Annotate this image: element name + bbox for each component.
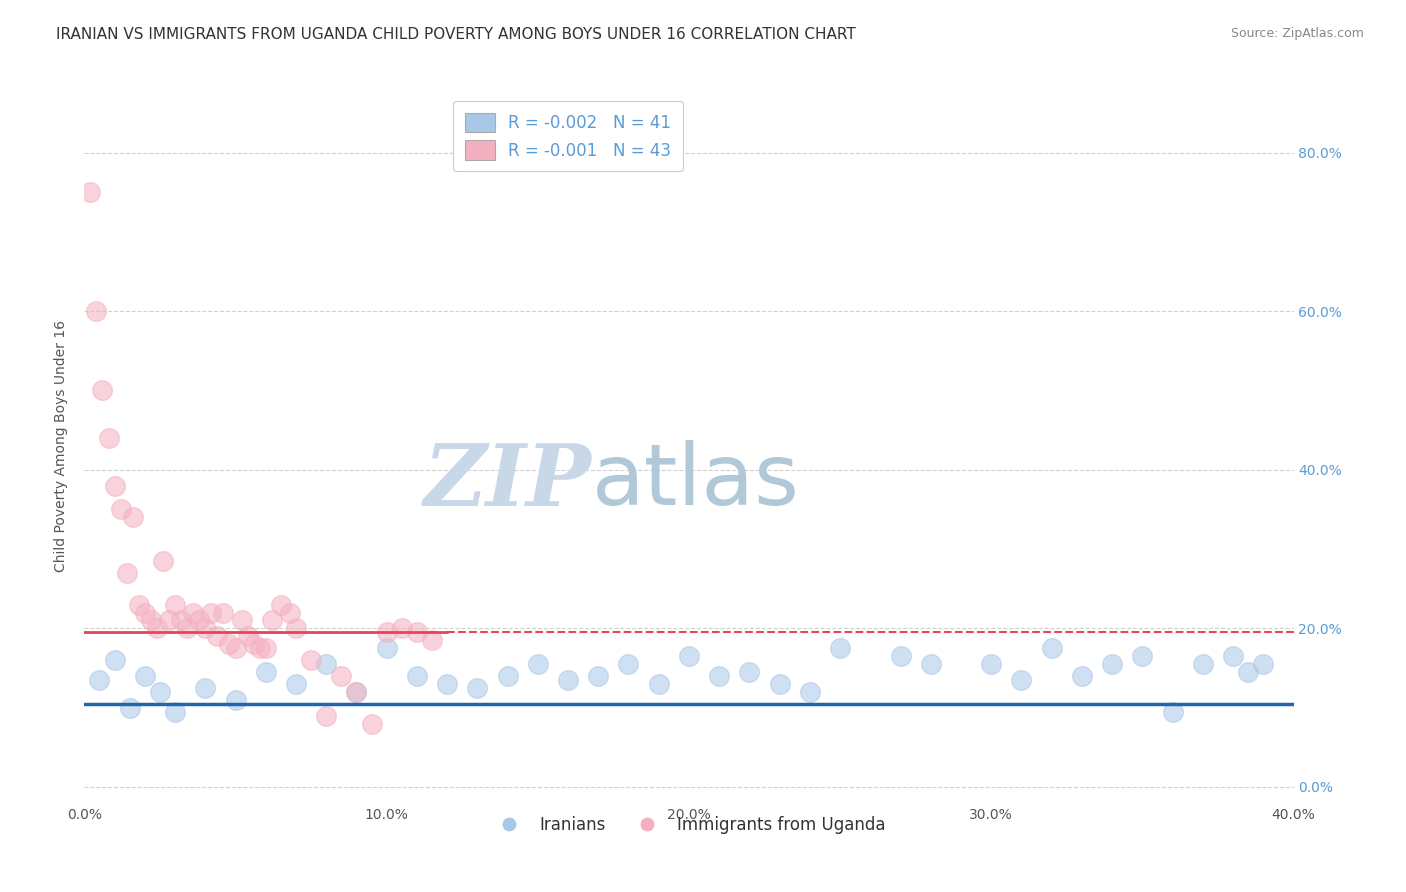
Point: [254, 665, 277, 679]
Point: [200, 606, 222, 620]
Point: [285, 677, 308, 691]
Point: [207, 629, 229, 643]
Point: [391, 621, 413, 635]
Point: [420, 633, 443, 648]
Point: [278, 606, 301, 620]
Point: [830, 641, 852, 656]
Point: [1040, 641, 1063, 656]
Point: [79, 186, 101, 200]
Point: [1192, 657, 1215, 671]
Point: [225, 641, 247, 656]
Point: [346, 685, 368, 699]
Point: [315, 657, 337, 671]
Point: [104, 653, 127, 667]
Point: [165, 598, 187, 612]
Point: [194, 621, 217, 635]
Point: [738, 665, 761, 679]
Point: [188, 614, 211, 628]
Point: [648, 677, 671, 691]
Point: [375, 641, 398, 656]
Text: Source: ZipAtlas.com: Source: ZipAtlas.com: [1230, 27, 1364, 40]
Point: [236, 629, 259, 643]
Point: [149, 685, 172, 699]
Point: [799, 685, 821, 699]
Point: [97, 431, 120, 445]
Text: atlas: atlas: [592, 440, 800, 524]
Point: [436, 677, 458, 691]
Point: [588, 669, 610, 683]
Point: [980, 657, 1002, 671]
Point: [218, 637, 240, 651]
Point: [212, 606, 235, 620]
Point: [1237, 665, 1260, 679]
Y-axis label: Child Poverty Among Boys Under 16: Child Poverty Among Boys Under 16: [55, 320, 69, 572]
Point: [254, 641, 277, 656]
Point: [617, 657, 640, 671]
Point: [89, 673, 111, 687]
Point: [920, 657, 942, 671]
Point: [467, 681, 489, 695]
Point: [270, 598, 292, 612]
Point: [406, 625, 429, 640]
Point: [1011, 673, 1033, 687]
Point: [1130, 649, 1153, 664]
Point: [260, 614, 283, 628]
Point: [315, 708, 337, 723]
Point: [890, 649, 912, 664]
Point: [152, 554, 174, 568]
Point: [139, 614, 162, 628]
Point: [110, 502, 132, 516]
Point: [1101, 657, 1123, 671]
Text: IRANIAN VS IMMIGRANTS FROM UGANDA CHILD POVERTY AMONG BOYS UNDER 16 CORRELATION : IRANIAN VS IMMIGRANTS FROM UGANDA CHILD …: [56, 27, 856, 42]
Point: [181, 606, 204, 620]
Point: [134, 669, 156, 683]
Point: [527, 657, 550, 671]
Point: [170, 614, 193, 628]
Point: [242, 637, 264, 651]
Point: [1253, 657, 1275, 671]
Point: [194, 681, 217, 695]
Point: [346, 685, 368, 699]
Point: [134, 606, 156, 620]
Point: [496, 669, 519, 683]
Point: [165, 705, 187, 719]
Point: [769, 677, 792, 691]
Point: [128, 598, 150, 612]
Point: [225, 692, 247, 706]
Point: [678, 649, 700, 664]
Text: ZIP: ZIP: [425, 440, 592, 524]
Point: [330, 669, 353, 683]
Point: [406, 669, 429, 683]
Point: [375, 625, 398, 640]
Point: [86, 304, 108, 318]
Point: [1161, 705, 1184, 719]
Point: [285, 621, 308, 635]
Point: [557, 673, 579, 687]
Point: [1222, 649, 1244, 664]
Point: [231, 614, 253, 628]
Point: [249, 641, 271, 656]
Legend: Iranians, Immigrants from Uganda: Iranians, Immigrants from Uganda: [485, 810, 893, 841]
Point: [146, 621, 169, 635]
Point: [157, 614, 180, 628]
Point: [121, 510, 143, 524]
Point: [360, 716, 382, 731]
Point: [104, 478, 127, 492]
Point: [176, 621, 198, 635]
Point: [1071, 669, 1094, 683]
Point: [299, 653, 322, 667]
Point: [91, 384, 114, 398]
Point: [118, 700, 141, 714]
Point: [709, 669, 731, 683]
Point: [115, 566, 138, 580]
